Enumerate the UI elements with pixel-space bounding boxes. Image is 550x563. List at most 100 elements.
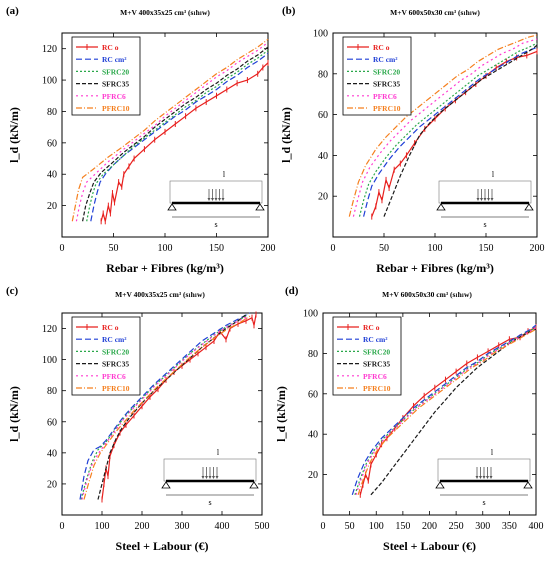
series-pfrc6 — [355, 326, 537, 495]
y-axis-label: l_d (kN/m) — [279, 107, 293, 163]
span-label: s — [208, 498, 211, 507]
x-tick-label: 50 — [109, 243, 119, 254]
span-label: s — [483, 220, 486, 229]
y-tick-label: 20 — [308, 470, 318, 481]
series-line — [97, 314, 247, 500]
legend-box — [332, 316, 402, 396]
series-sfrc35 — [82, 46, 269, 222]
series-line — [90, 52, 269, 222]
legend-entry: PFRC6 — [373, 92, 397, 101]
legend-entry: PFRC6 — [102, 92, 126, 101]
series-rc-cm- — [79, 312, 251, 500]
load-label: l — [492, 170, 495, 179]
load-arrowhead — [214, 198, 218, 201]
chart-panel-c: (c) M+V 400x35x25 cm³ (sₗhₗw) 0 100 200 300 40… — [6, 285, 270, 553]
x-tick-label: 400 — [529, 521, 544, 532]
legend-entry: SFRC20 — [102, 347, 129, 356]
load-arrowhead — [480, 198, 483, 201]
y-tick-label: 80 — [308, 349, 318, 360]
y-axis-label: l_d (kN/m) — [7, 107, 21, 163]
legend-entry: PFRC10 — [102, 384, 130, 393]
series-rc-cm- — [363, 46, 538, 217]
x-tick-label: 250 — [449, 521, 464, 532]
legend-entry: SFRC20 — [102, 67, 129, 76]
legend-entry: SFRC35 — [363, 360, 390, 369]
right-support — [523, 481, 533, 489]
series-line — [100, 62, 269, 222]
load-arrowhead — [221, 198, 225, 201]
x-tick-label: 400 — [215, 521, 230, 532]
chart-panel-b: (b) M+V 600x50x30 cm³ (sₗhₗw) 0 50 100 150 200… — [279, 5, 545, 275]
y-tick-label: 40 — [318, 151, 328, 162]
span-label: s — [214, 220, 217, 229]
beam-diagram: ls — [436, 170, 534, 229]
load-arrowhead — [207, 198, 211, 201]
series-rc-cm- — [90, 52, 269, 222]
y-tick-label: 80 — [47, 386, 57, 397]
load-arrowhead — [479, 476, 482, 479]
beam-diagram: ls — [167, 170, 265, 229]
load-arrowhead — [218, 198, 221, 201]
series-pfrc10 — [71, 38, 269, 222]
x-axis-label: Steel + Labour (€) — [383, 539, 476, 553]
y-tick-label: 40 — [47, 448, 57, 459]
chart-title: M+V 600x50x30 cm³ (sₗhₗw) — [382, 290, 472, 299]
panel-letter: (d) — [285, 285, 299, 297]
y-tick-label: 100 — [313, 29, 328, 40]
chart-panel-d: (d) M+V 600x50x30 cm³ (sₗhₗw) 0 50 100 150 200… — [274, 285, 544, 553]
load-arrowhead — [490, 198, 494, 201]
legend-entry: RC cm² — [102, 335, 127, 344]
y-tick-label: 20 — [47, 201, 57, 212]
legend-box — [71, 316, 141, 396]
legend-box — [342, 36, 412, 116]
y-tick-label: 40 — [47, 170, 57, 181]
load-arrowhead — [215, 476, 219, 479]
series-line — [80, 314, 249, 500]
legend-entry: RC cm² — [373, 55, 398, 64]
left-support — [167, 203, 177, 211]
right-support — [249, 481, 259, 489]
series-sfrc20 — [354, 326, 537, 495]
legend-entry: PFRC10 — [102, 104, 130, 113]
legend-entry: SFRC20 — [373, 67, 400, 76]
series-sfrc35 — [97, 314, 247, 500]
x-tick-label: 100 — [369, 521, 384, 532]
legend-entry: PFRC10 — [363, 384, 391, 393]
y-tick-label: 100 — [42, 355, 57, 366]
x-tick-label: 150 — [395, 521, 410, 532]
series-line — [348, 34, 538, 217]
chart-title: M+V 400x35x25 cm³ (sₗhₗw) — [120, 8, 210, 17]
load-arrowhead — [208, 476, 212, 479]
y-axis-label: l_d (kN/m) — [7, 386, 21, 442]
y-tick-label: 60 — [47, 138, 57, 149]
x-tick-label: 300 — [175, 521, 190, 532]
x-tick-label: 300 — [475, 521, 490, 532]
x-tick-label: 200 — [261, 243, 276, 254]
x-tick-label: 100 — [95, 521, 110, 532]
series-line — [383, 44, 538, 217]
x-axis-label: Steel + Labour (€) — [116, 539, 209, 553]
series-line — [71, 38, 269, 222]
legend-entry: SFRC35 — [373, 80, 400, 89]
legend-entry: RC o — [363, 323, 380, 332]
series-line — [355, 326, 537, 495]
x-tick-label: 0 — [331, 243, 336, 254]
y-tick-label: 80 — [47, 107, 57, 118]
series-line — [363, 46, 538, 217]
chart-title: M+V 600x50x30 cm³ (sₗhₗw) — [390, 8, 480, 17]
plot-frame — [61, 312, 263, 516]
series-line — [354, 326, 537, 495]
x-tick-label: 0 — [321, 521, 326, 532]
legend-entry: PFRC6 — [102, 372, 126, 381]
x-tick-label: 500 — [255, 521, 270, 532]
series-line — [371, 50, 538, 217]
beam-diagram: ls — [161, 448, 259, 507]
left-support — [161, 481, 171, 489]
series-rc-o — [100, 59, 269, 225]
legend-entry: RC o — [373, 43, 390, 52]
right-support — [524, 203, 534, 211]
x-tick-label: 150 — [479, 243, 494, 254]
load-arrowhead — [205, 476, 208, 479]
y-tick-label: 100 — [303, 309, 318, 320]
x-tick-label: 200 — [422, 521, 437, 532]
